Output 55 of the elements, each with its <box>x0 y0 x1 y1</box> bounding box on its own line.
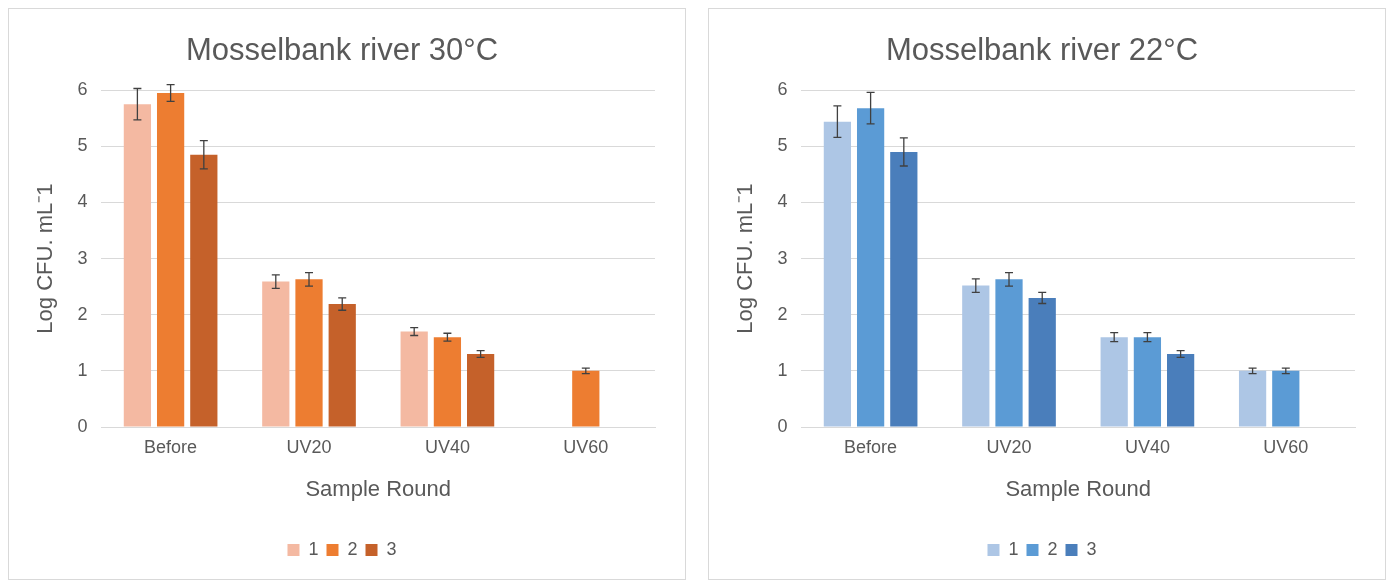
y-tick-label: 0 <box>777 415 788 436</box>
y-tick-label: 4 <box>777 191 788 212</box>
chart-title: Mosselbank river 22°C <box>885 32 1199 68</box>
y-tick-label: 3 <box>77 247 88 268</box>
bar <box>433 337 462 427</box>
chart-title: Mosselbank river 30°C <box>185 32 499 68</box>
x-tick-label: UV20 <box>986 436 1032 457</box>
x-axis-title: Sample Round <box>1005 475 1151 501</box>
y-tick-label: 0 <box>77 415 88 436</box>
y-tick-label: 2 <box>777 303 788 324</box>
y-tick-label: 5 <box>777 135 788 156</box>
x-tick-label: Before <box>144 436 198 457</box>
bar <box>823 121 852 427</box>
bar <box>1238 370 1267 427</box>
bar <box>890 151 918 427</box>
y-tick-label: 1 <box>77 359 88 380</box>
y-axis-title: Log CFU. mL⁻1 <box>732 183 758 334</box>
legend-label: 1 <box>1008 538 1019 559</box>
legend-label: 3 <box>386 538 397 559</box>
y-tick-label: 3 <box>777 247 788 268</box>
legend-label: 2 <box>1047 538 1058 559</box>
y-tick-label: 1 <box>777 359 788 380</box>
bar <box>1272 370 1300 427</box>
bar <box>190 154 218 427</box>
x-tick-label: UV40 <box>1124 436 1170 457</box>
bar <box>856 108 885 427</box>
bar <box>328 304 356 427</box>
legend-label: 3 <box>1086 538 1097 559</box>
x-tick-label: UV20 <box>286 436 332 457</box>
x-tick-label: UV60 <box>1263 436 1309 457</box>
x-tick-label: UV40 <box>424 436 470 457</box>
x-tick-label: UV60 <box>563 436 609 457</box>
y-tick-label: 6 <box>777 79 788 100</box>
x-tick-label: Before <box>844 436 898 457</box>
bar <box>400 331 428 427</box>
y-tick-label: 5 <box>77 135 88 156</box>
bar <box>1167 354 1195 427</box>
x-axis-title: Sample Round <box>305 475 451 501</box>
bar <box>295 279 323 427</box>
bar <box>123 104 152 427</box>
legend-label: 1 <box>308 538 319 559</box>
bar <box>572 370 600 427</box>
bar <box>962 285 990 427</box>
bar <box>1028 297 1056 427</box>
bar <box>995 279 1023 427</box>
y-tick-label: 6 <box>77 79 88 100</box>
bar <box>1100 337 1128 427</box>
bar <box>467 354 495 427</box>
y-tick-label: 2 <box>77 303 88 324</box>
bar <box>156 93 185 427</box>
bar <box>1133 337 1162 427</box>
legend-label: 2 <box>347 538 358 559</box>
bar <box>262 281 290 427</box>
y-axis-title: Log CFU. mL⁻1 <box>32 183 58 334</box>
y-tick-label: 4 <box>77 191 88 212</box>
